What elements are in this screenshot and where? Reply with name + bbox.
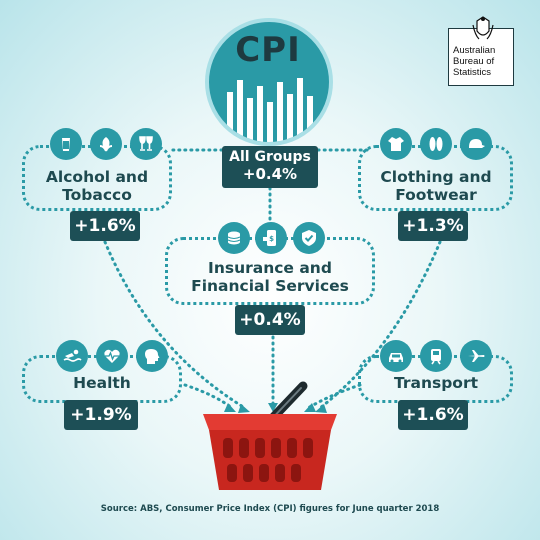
phone-payment-icon: $ (255, 222, 287, 254)
logo-line-1: Australian (453, 45, 496, 56)
beer-glass-icon (50, 128, 82, 160)
cpi-bars-graphic (227, 78, 313, 142)
health-value: +1.9% (64, 400, 138, 430)
all-groups-value: +0.4% (242, 165, 298, 183)
coins-icon (218, 222, 250, 254)
leaf-icon (90, 128, 122, 160)
logo-line-2: Bureau of (453, 56, 495, 67)
car-icon (380, 340, 412, 372)
transport-title: Transport (393, 374, 479, 392)
all-groups-label: All Groups (229, 149, 311, 165)
insurance-title-line-1: Insurance and (208, 259, 332, 277)
plane-icon (460, 340, 492, 372)
clothing-footwear-title: Clothing and Footwear (362, 168, 510, 204)
health-title: Health (73, 374, 131, 392)
clothing-title-line-2: Footwear (395, 186, 477, 204)
shirt-icon (380, 128, 412, 160)
alcohol-tobacco-value: +1.6% (70, 211, 140, 241)
source-note: Source: ABS, Consumer Price Index (CPI) … (100, 504, 440, 514)
abs-logo: Australian Bureau of Statistics (448, 16, 514, 86)
wine-glasses-icon (130, 128, 162, 160)
all-groups-panel: All Groups +0.4% (222, 146, 318, 188)
alcohol-tobacco-title: Alcohol and Tobacco (30, 168, 164, 204)
alcohol-title-line-2: Tobacco (62, 186, 132, 204)
svg-text:$: $ (269, 235, 274, 243)
alcohol-title-line-1: Alcohol and (45, 168, 149, 186)
shopping-basket-icon (203, 381, 337, 490)
clothing-footwear-value: +1.3% (398, 211, 468, 241)
insurance-financial-title: Insurance and Financial Services (170, 259, 370, 295)
sandals-icon (420, 128, 452, 160)
insurance-financial-value: +0.4% (235, 305, 305, 335)
logo-line-3: Statistics (453, 67, 492, 78)
insurance-title-line-2: Financial Services (191, 277, 349, 295)
cap-icon (460, 128, 492, 160)
swimmer-icon (56, 340, 88, 372)
coat-of-arms-icon (472, 16, 494, 40)
head-icon (136, 340, 168, 372)
cpi-circle (205, 18, 333, 146)
cpi-heading: CPI (235, 30, 301, 70)
clothing-title-line-1: Clothing and (380, 168, 492, 186)
heartbeat-icon (96, 340, 128, 372)
shield-check-icon (293, 222, 325, 254)
transport-value: +1.6% (398, 400, 468, 430)
train-icon (420, 340, 452, 372)
